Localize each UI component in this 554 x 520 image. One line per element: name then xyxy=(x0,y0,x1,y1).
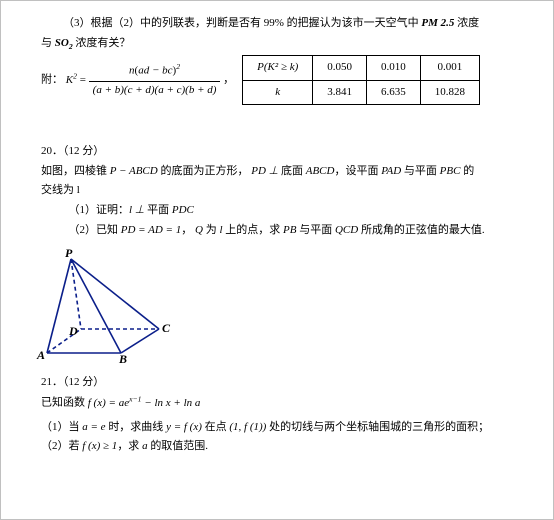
label-d: D xyxy=(68,324,78,338)
cell-k001: 10.828 xyxy=(420,80,479,105)
q19-part3-text-b: 浓度 xyxy=(457,17,479,29)
q19-formula-block: 附： K2 = n(ad − bc)2 (a + b)(c + d)(a + c… xyxy=(41,61,234,99)
so2-label: SO2 xyxy=(55,37,76,49)
cell-pk: P(K² ≥ k) xyxy=(243,56,313,81)
label-p: P xyxy=(65,246,73,260)
q20-block: 20．（12 分） 如图，四棱锥 P − ABCD 的底面为正方形， PD ⊥ … xyxy=(41,143,527,372)
q20-number: 20．（12 分） xyxy=(41,143,527,161)
q21-block: 21．（12 分） 已知函数 f (x) = aex−1 − ln x + ln… xyxy=(41,374,527,456)
q19-so2-a: 与 xyxy=(41,37,52,49)
pm25-label: PM 2.5 xyxy=(421,17,454,29)
label-c: C xyxy=(162,321,171,335)
q21-part2: （2）若 f (x) ≥ 1，求 a 的取值范围. xyxy=(41,438,527,456)
attach-label: 附： xyxy=(41,74,63,86)
q19-so2-line: 与 SO2 浓度有关？ xyxy=(41,35,527,54)
cell-k: k xyxy=(243,80,313,105)
q21-part1: （1）当 a = e 时，求曲线 y = f (x) 在点 (1, f (1))… xyxy=(41,419,527,437)
cell-k050: 3.841 xyxy=(313,80,367,105)
cell-p050: 0.050 xyxy=(313,56,367,81)
q19-formula-table-row: 附： K2 = n(ad − bc)2 (a + b)(c + d)(a + c… xyxy=(41,55,527,105)
table-row: k 3.841 6.635 10.828 xyxy=(243,80,480,105)
table-row: P(K² ≥ k) 0.050 0.010 0.001 xyxy=(243,56,480,81)
label-a: A xyxy=(36,348,45,362)
cell-k010: 6.635 xyxy=(367,80,421,105)
q21-line1: 已知函数 f (x) = aex−1 − ln x + ln a xyxy=(41,393,527,412)
q21-number: 21．（12 分） xyxy=(41,374,527,392)
formula-comma: ， xyxy=(223,74,234,86)
q20-part1: （1）证明：l ⊥ 平面 PDC xyxy=(41,202,527,220)
cell-p001: 0.001 xyxy=(420,56,479,81)
k-squared-formula: K2 = n(ad − bc)2 (a + b)(c + d)(a + c)(b… xyxy=(66,74,223,86)
chi-square-table: P(K² ≥ k) 0.050 0.010 0.001 k 3.841 6.63… xyxy=(242,55,480,105)
q21-fx: f (x) = aex−1 − ln x + ln a xyxy=(88,397,201,409)
q20-line2: 交线为 l xyxy=(41,182,527,200)
label-b: B xyxy=(118,352,127,365)
q19-part3-line1: （3）根据（2）中的列联表，判断是否有 99% 的把握认为该市一天空气中 PM … xyxy=(41,15,527,33)
cell-p010: 0.010 xyxy=(367,56,421,81)
q20-part2: （2）已知 PD = AD = 1， Q 为 l 上的点，求 PB 与平面 QC… xyxy=(41,222,527,240)
pyramid-diagram: P A B C D xyxy=(31,245,527,372)
q19-so2-b: 浓度有关？ xyxy=(75,37,130,49)
q19-part3-text-a: （3）根据（2）中的列联表，判断是否有 99% 的把握认为该市一天空气中 xyxy=(63,17,419,29)
q20-line1: 如图，四棱锥 P − ABCD 的底面为正方形， PD ⊥ 底面 ABCD，设平… xyxy=(41,163,527,181)
